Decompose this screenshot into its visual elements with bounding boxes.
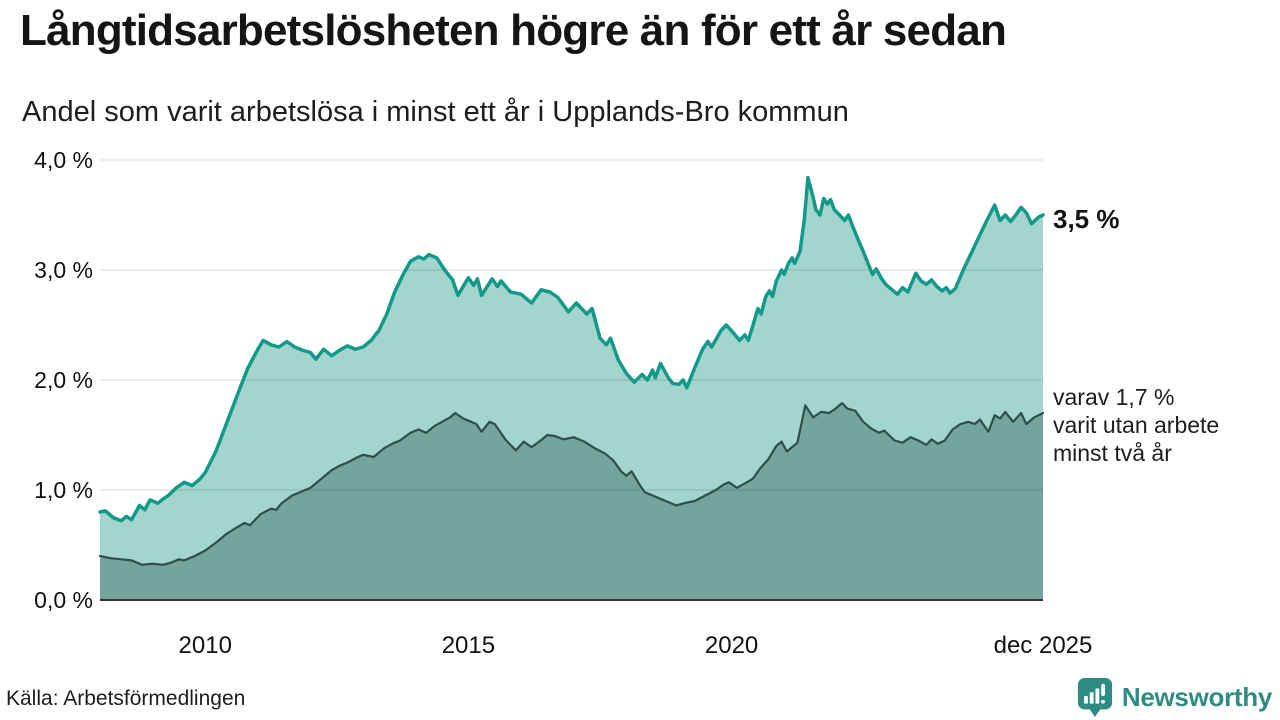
newsworthy-logo: Newsworthy: [1076, 676, 1272, 718]
series-end-label-secondary: varav 1,7 % varit utan arbete minst två …: [1053, 383, 1219, 467]
y-axis-tick-label: 3,0 %: [34, 257, 93, 283]
secondary-label-line: varit utan arbete: [1053, 412, 1220, 438]
newsworthy-icon: [1077, 678, 1112, 717]
y-axis-tick-label: 1,0 %: [34, 477, 93, 503]
source-note: Källa: Arbetsförmedlingen: [6, 687, 246, 710]
series-end-label-primary: 3,5 %: [1053, 204, 1120, 234]
x-axis-tick-label: 2010: [178, 632, 232, 659]
y-axis-tick-label: 4,0 %: [34, 147, 93, 173]
newsworthy-wordmark: Newsworthy: [1121, 681, 1272, 712]
x-axis-tick-label: 2015: [441, 632, 496, 659]
y-axis-tick-label: 0,0 %: [34, 587, 93, 613]
secondary-label-line: minst två år: [1053, 440, 1172, 466]
x-axis-tick-label: 2020: [704, 632, 759, 659]
secondary-label-line: varav 1,7 %: [1053, 384, 1175, 410]
chart-title: Långtidsarbetslösheten högre än för ett …: [20, 6, 1007, 55]
chart-subtitle: Andel som varit arbetslösa i minst ett å…: [22, 96, 849, 128]
x-axis-tick-label: dec 2025: [993, 632, 1093, 659]
y-axis-tick-label: 2,0 %: [34, 367, 93, 393]
